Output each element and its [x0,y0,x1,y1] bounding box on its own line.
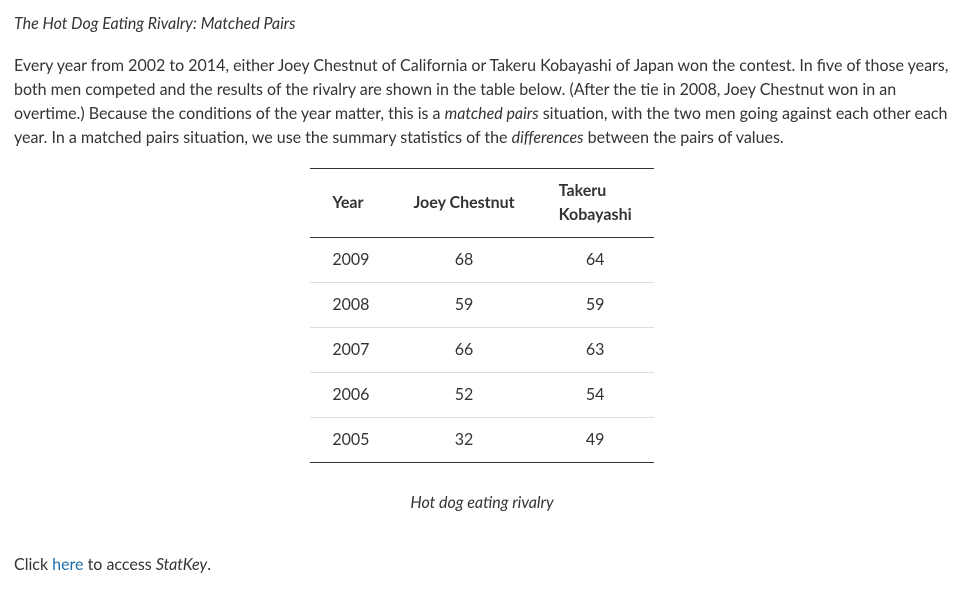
cell-kobayashi: 54 [537,373,654,418]
table-row: 2007 66 63 [310,328,653,373]
intro-em-2: differences [512,128,584,147]
cell-chestnut: 66 [391,328,536,373]
cell-chestnut: 68 [391,238,536,283]
footer-line: Click here to access StatKey. [14,553,950,577]
cell-chestnut: 32 [391,418,536,463]
cell-kobayashi: 59 [537,283,654,328]
cell-year: 2005 [310,418,391,463]
cell-chestnut: 59 [391,283,536,328]
page-title: The Hot Dog Eating Rivalry: Matched Pair… [14,12,950,36]
col-header-year: Year [310,169,391,238]
intro-paragraph: Every year from 2002 to 2014, either Joe… [14,54,950,150]
cell-kobayashi: 64 [537,238,654,283]
table-row: 2005 32 49 [310,418,653,463]
table-row: 2008 59 59 [310,283,653,328]
cell-year: 2006 [310,373,391,418]
intro-text-3: between the pairs of values. [584,128,784,147]
table-row: 2006 52 54 [310,373,653,418]
intro-em-1: matched pairs [445,104,539,123]
cell-year: 2008 [310,283,391,328]
table-caption: Hot dog eating rivalry [14,491,950,515]
cell-year: 2007 [310,328,391,373]
cell-kobayashi: 63 [537,328,654,373]
col-header-kobayashi: Takeru Kobayashi [537,169,654,238]
col-header-chestnut: Joey Chestnut [391,169,536,238]
cell-year: 2009 [310,238,391,283]
cell-kobayashi: 49 [537,418,654,463]
cell-chestnut: 52 [391,373,536,418]
rivalry-table: Year Joey Chestnut Takeru Kobayashi 2009… [310,168,653,463]
table-row: 2009 68 64 [310,238,653,283]
